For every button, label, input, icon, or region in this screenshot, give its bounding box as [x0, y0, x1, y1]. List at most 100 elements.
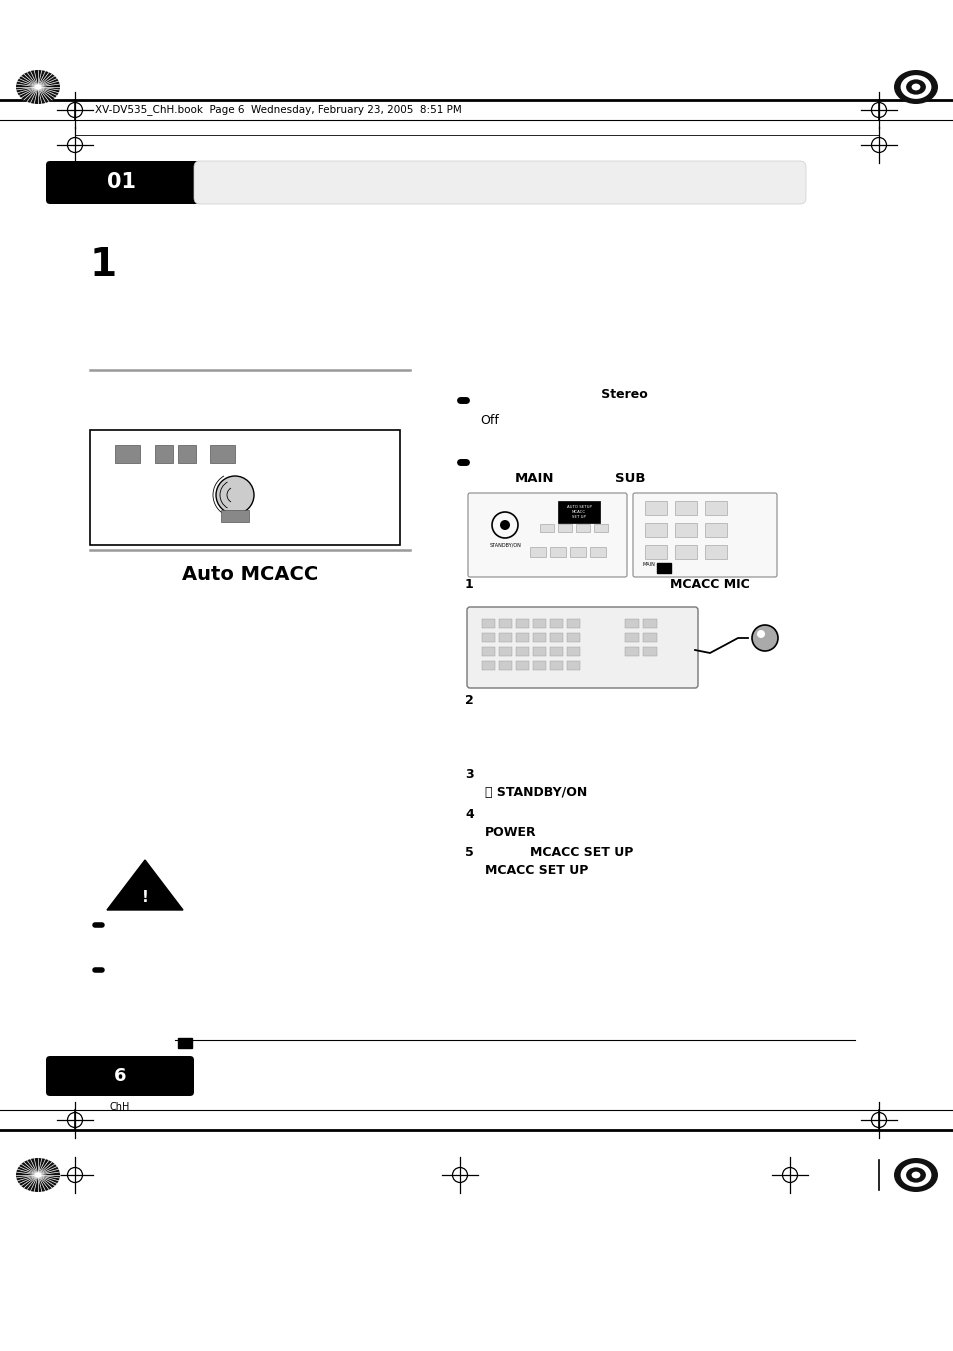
Bar [642, 647, 657, 657]
Bar [566, 661, 579, 670]
Bar [498, 647, 512, 657]
Ellipse shape [893, 70, 937, 104]
Bar [533, 647, 545, 657]
Bar [704, 523, 726, 536]
Ellipse shape [893, 1158, 937, 1192]
Bar [704, 544, 726, 559]
Polygon shape [107, 861, 183, 911]
Bar [533, 661, 545, 670]
Bar [644, 544, 666, 559]
Bar [481, 661, 495, 670]
Bar [498, 619, 512, 628]
Bar [516, 634, 529, 642]
Bar [558, 524, 572, 532]
Bar [704, 501, 726, 515]
Bar [594, 524, 607, 532]
Ellipse shape [34, 85, 41, 89]
Ellipse shape [911, 1171, 920, 1178]
Bar [624, 647, 639, 657]
Bar [566, 634, 579, 642]
Bar [657, 563, 670, 573]
Ellipse shape [905, 80, 925, 95]
Bar [589, 547, 605, 557]
Bar [644, 523, 666, 536]
Bar [533, 634, 545, 642]
Bar [530, 547, 545, 557]
Bar [539, 524, 554, 532]
Bar [178, 1038, 192, 1048]
Bar [642, 619, 657, 628]
Bar [642, 634, 657, 642]
Ellipse shape [905, 1167, 925, 1182]
Bar [90, 430, 399, 544]
Ellipse shape [16, 1158, 60, 1192]
Bar [516, 661, 529, 670]
Bar [550, 661, 562, 670]
Circle shape [499, 520, 510, 530]
Bar [498, 661, 512, 670]
Text: 4: 4 [464, 808, 474, 821]
FancyBboxPatch shape [193, 161, 805, 204]
Bar [481, 647, 495, 657]
Text: Off: Off [479, 413, 498, 427]
Bar [178, 444, 195, 463]
Bar [516, 647, 529, 657]
Bar [624, 619, 639, 628]
Bar [115, 444, 140, 463]
Text: Auto MCACC: Auto MCACC [182, 566, 317, 585]
Bar [675, 501, 697, 515]
Bar [550, 547, 565, 557]
Circle shape [757, 630, 764, 638]
Text: MAIN: MAIN [515, 471, 554, 485]
Bar [210, 444, 234, 463]
Bar [644, 501, 666, 515]
FancyBboxPatch shape [468, 493, 626, 577]
Bar [566, 619, 579, 628]
Bar [154, 444, 172, 463]
Ellipse shape [900, 76, 930, 99]
Text: MCACC SET UP: MCACC SET UP [484, 863, 588, 877]
Text: Stereo: Stereo [470, 389, 647, 401]
Text: XV-DV535_ChH.book  Page 6  Wednesday, February 23, 2005  8:51 PM: XV-DV535_ChH.book Page 6 Wednesday, Febr… [95, 104, 461, 115]
Ellipse shape [911, 84, 920, 91]
Ellipse shape [34, 1173, 41, 1178]
Bar [516, 619, 529, 628]
Bar [481, 619, 495, 628]
Text: 1: 1 [464, 578, 474, 592]
FancyBboxPatch shape [633, 493, 776, 577]
Text: !: ! [141, 890, 149, 905]
Bar [221, 509, 249, 521]
Text: STANDBY/ON: STANDBY/ON [490, 543, 521, 547]
Text: MCACC MIC: MCACC MIC [670, 578, 749, 592]
Text: 1: 1 [90, 246, 117, 284]
Bar [569, 547, 585, 557]
Bar [558, 501, 599, 523]
Text: ChH: ChH [110, 1102, 130, 1112]
Text: 01: 01 [108, 173, 136, 192]
Text: MAIN: MAIN [642, 562, 655, 567]
Bar [550, 634, 562, 642]
FancyBboxPatch shape [467, 607, 698, 688]
Ellipse shape [16, 70, 60, 104]
Text: 3: 3 [464, 769, 473, 781]
Bar [566, 647, 579, 657]
Bar [550, 647, 562, 657]
Ellipse shape [900, 1163, 930, 1188]
Ellipse shape [215, 476, 253, 513]
Bar [550, 619, 562, 628]
Text: POWER: POWER [484, 825, 536, 839]
Text: ⏻ STANDBY/ON: ⏻ STANDBY/ON [484, 786, 587, 800]
Bar [481, 634, 495, 642]
Circle shape [751, 626, 778, 651]
Bar [498, 634, 512, 642]
FancyBboxPatch shape [46, 1056, 193, 1096]
Text: 6: 6 [113, 1067, 126, 1085]
Text: SUB: SUB [615, 471, 645, 485]
Bar [624, 634, 639, 642]
Bar [533, 619, 545, 628]
Bar [675, 544, 697, 559]
Bar [576, 524, 589, 532]
Text: 5: 5 [464, 847, 474, 859]
Text: 2: 2 [464, 693, 474, 707]
Text: AUTO SETUP
MCACC
SET UP: AUTO SETUP MCACC SET UP [566, 505, 591, 519]
